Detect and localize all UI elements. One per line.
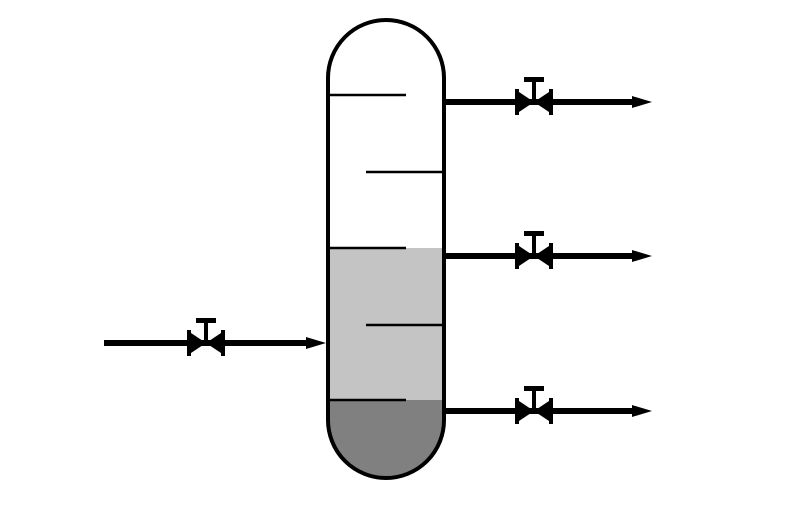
top-outlet-valve-icon[interactable] <box>515 77 553 115</box>
top-outlet-stream <box>446 77 652 115</box>
middle-outlet-arrow <box>632 250 652 262</box>
bottom-outlet-valve-icon[interactable] <box>515 386 553 424</box>
middle-outlet-stream <box>446 231 652 269</box>
bottom-outlet-stream <box>446 386 652 424</box>
feed-inlet-valve-icon[interactable] <box>187 318 225 356</box>
internal-baffles <box>328 93 444 402</box>
middle-outlet-valve-icon[interactable] <box>515 231 553 269</box>
separator-vessel <box>326 18 446 480</box>
feed-inlet-stream <box>104 318 326 356</box>
top-outlet-arrow <box>632 96 652 108</box>
feed-inlet-arrow <box>306 337 326 349</box>
bottom-outlet-arrow <box>632 405 652 417</box>
